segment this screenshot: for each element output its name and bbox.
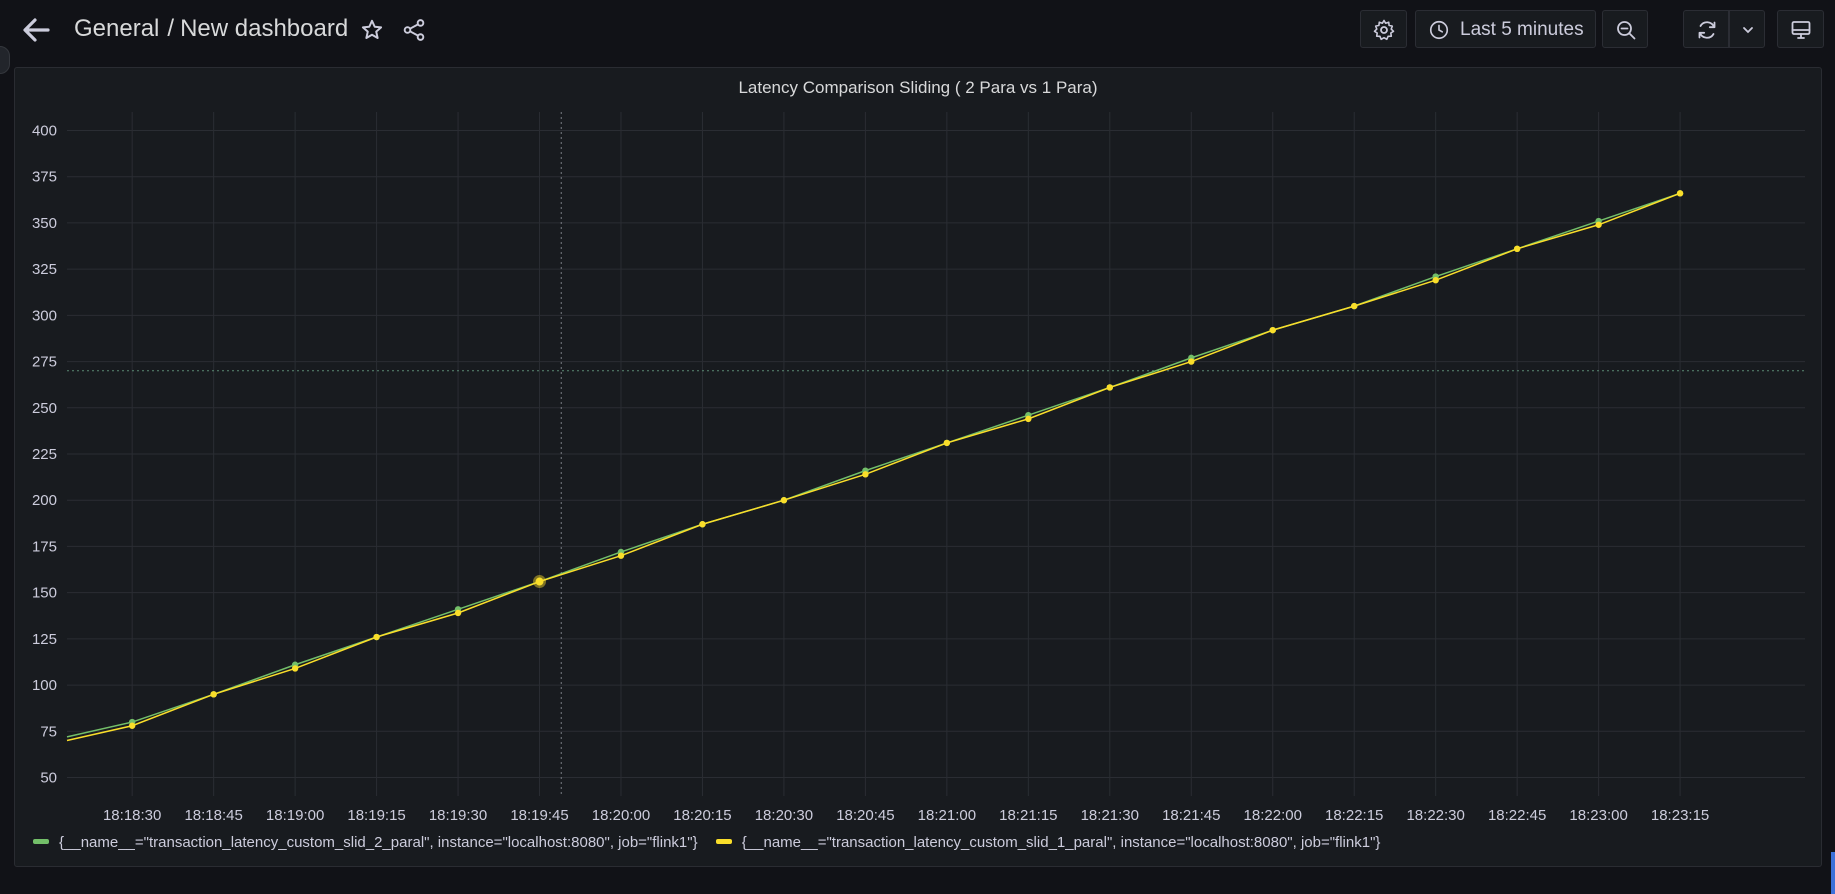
clock-icon <box>1428 19 1450 41</box>
breadcrumb: General / New dashboard <box>74 15 348 43</box>
series-point-2 <box>373 634 379 640</box>
scrollbar-stub[interactable] <box>1831 852 1835 894</box>
chart-legend: {__name__="transaction_latency_custom_sl… <box>33 834 1394 856</box>
legend-item-series-2-paral[interactable]: {__name__="transaction_latency_custom_sl… <box>33 834 698 851</box>
dashboard-navbar: General / New dashboard Last 5 minutes <box>0 0 1835 60</box>
time-range-label: Last 5 minutes <box>1460 19 1584 41</box>
y-tick-label: 225 <box>32 446 57 463</box>
legend-item-series-1-paral[interactable]: {__name__="transaction_latency_custom_sl… <box>716 834 1381 851</box>
series-point-2 <box>1270 327 1276 333</box>
legend-label: {__name__="transaction_latency_custom_sl… <box>59 834 698 851</box>
y-tick-label: 125 <box>32 631 57 648</box>
series-point-2 <box>1025 416 1031 422</box>
y-tick-label: 375 <box>32 169 57 186</box>
x-tick-label: 18:20:30 <box>755 807 813 824</box>
series-point-2 <box>944 440 950 446</box>
y-tick-label: 200 <box>32 492 57 509</box>
x-tick-label: 18:22:00 <box>1244 807 1302 824</box>
series-point-2 <box>210 691 216 697</box>
refresh-interval-dropdown[interactable] <box>1729 10 1765 48</box>
y-tick-label: 250 <box>32 400 57 417</box>
series-point-2 <box>1188 358 1194 364</box>
x-tick-label: 18:22:45 <box>1488 807 1546 824</box>
y-tick-label: 300 <box>32 307 57 324</box>
graph-panel: Latency Comparison Sliding ( 2 Para vs 1… <box>14 67 1822 867</box>
x-tick-label: 18:21:00 <box>918 807 976 824</box>
star-button[interactable] <box>359 17 385 43</box>
y-tick-label: 325 <box>32 261 57 278</box>
series-point-2 <box>618 552 624 558</box>
series-point-2 <box>699 521 705 527</box>
x-tick-label: 18:19:30 <box>429 807 487 824</box>
y-tick-label: 400 <box>32 122 57 139</box>
share-button[interactable] <box>401 17 427 43</box>
chevron-down-icon <box>1741 23 1755 37</box>
arrow-left-icon <box>20 14 52 46</box>
series-point-2 <box>129 723 135 729</box>
back-button[interactable] <box>20 14 52 46</box>
y-tick-label: 75 <box>40 723 57 740</box>
series-point-2 <box>1677 190 1683 196</box>
dashboard-title[interactable]: New dashboard <box>180 15 348 42</box>
series-point-2 <box>1107 384 1113 390</box>
series-point-2 <box>292 665 298 671</box>
y-tick-label: 275 <box>32 354 57 371</box>
x-tick-label: 18:20:15 <box>673 807 731 824</box>
latency-chart[interactable]: 50 75 100 125 150 175 200 225 250 275 300 325 350 375… <box>15 68 1821 828</box>
y-tick-label: 100 <box>32 677 57 694</box>
x-tick-label: 18:23:15 <box>1651 807 1709 824</box>
x-tick-label: 18:23:00 <box>1569 807 1627 824</box>
refresh-button[interactable] <box>1683 10 1729 48</box>
x-tick-label: 18:19:15 <box>347 807 405 824</box>
zoom-out-button[interactable] <box>1602 10 1648 48</box>
x-tick-label: 18:22:30 <box>1406 807 1464 824</box>
time-range-picker[interactable]: Last 5 minutes <box>1415 10 1596 48</box>
x-tick-label: 18:20:00 <box>592 807 650 824</box>
x-tick-label: 18:21:15 <box>999 807 1057 824</box>
x-tick-label: 18:19:45 <box>510 807 568 824</box>
series-point-2 <box>1514 246 1520 252</box>
legend-swatch <box>33 839 49 844</box>
series-point-2 <box>1351 303 1357 309</box>
breadcrumb-separator: / <box>167 15 174 42</box>
refresh-icon <box>1695 18 1719 42</box>
sidebar-toggle[interactable] <box>0 46 10 74</box>
series-point-2 <box>455 610 461 616</box>
x-tick-label: 18:21:45 <box>1162 807 1220 824</box>
share-icon <box>401 17 427 43</box>
monitor-icon <box>1789 18 1813 42</box>
tv-mode-button[interactable] <box>1777 10 1824 48</box>
legend-swatch <box>716 839 732 844</box>
series-point-2 <box>1595 222 1601 228</box>
star-icon <box>359 17 385 43</box>
gear-icon <box>1372 18 1396 42</box>
series-point-2 <box>862 471 868 477</box>
zoom-out-icon <box>1614 18 1638 42</box>
y-tick-label: 350 <box>32 215 57 232</box>
x-tick-label: 18:18:30 <box>103 807 161 824</box>
series-point-2 <box>1432 277 1438 283</box>
breadcrumb-folder[interactable]: General <box>74 15 159 42</box>
y-tick-label: 150 <box>32 585 57 602</box>
y-tick-label: 50 <box>40 770 57 787</box>
series-point-2 <box>781 497 787 503</box>
dashboard-settings-button[interactable] <box>1360 10 1407 48</box>
x-tick-label: 18:21:30 <box>1081 807 1139 824</box>
y-tick-label: 175 <box>32 538 57 555</box>
legend-label: {__name__="transaction_latency_custom_sl… <box>742 834 1381 851</box>
x-tick-label: 18:18:45 <box>184 807 242 824</box>
x-tick-label: 18:22:15 <box>1325 807 1383 824</box>
hover-point <box>536 578 544 586</box>
x-tick-label: 18:20:45 <box>836 807 894 824</box>
x-tick-label: 18:19:00 <box>266 807 324 824</box>
